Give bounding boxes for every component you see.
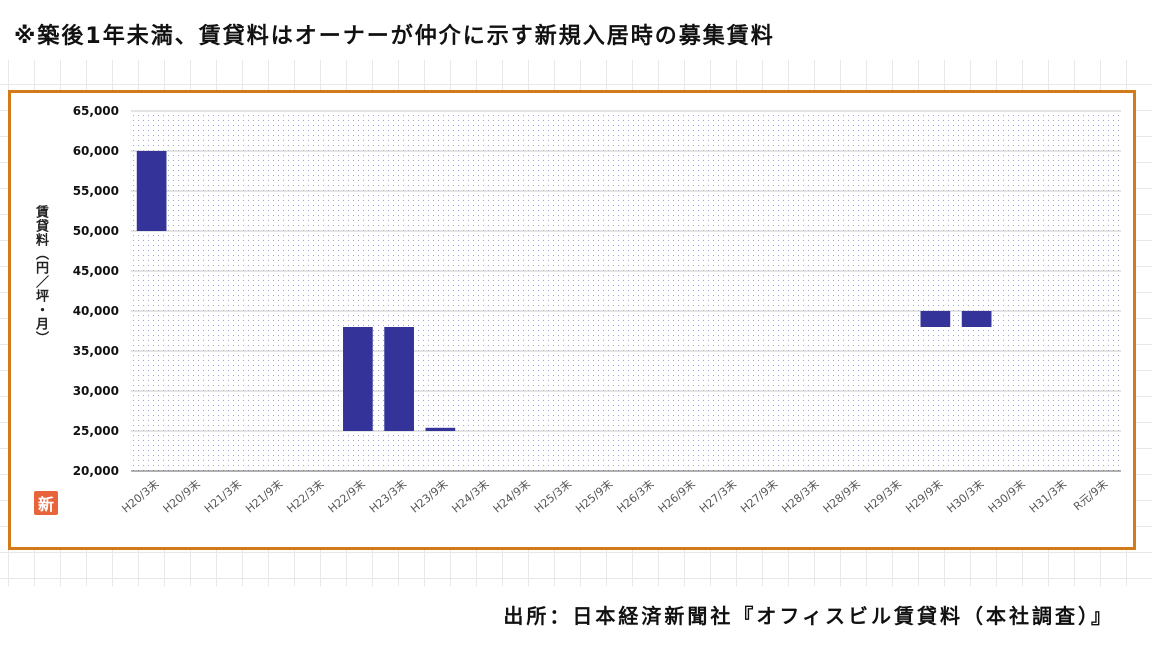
x-tick-label: R元/9末 <box>1070 477 1110 514</box>
x-tick-label: H27/3末 <box>696 477 739 516</box>
y-tick-label: 35,000 <box>73 344 119 358</box>
y-axis-label: 賃貸料（円／坪・月） <box>33 205 48 345</box>
y-tick-label: 40,000 <box>73 304 119 318</box>
y-tick-label: 60,000 <box>73 144 119 158</box>
x-tick-label: H26/3末 <box>614 477 657 516</box>
x-tick-label: H23/3末 <box>366 477 409 516</box>
chart-note: ※築後1年未満、賃貸料はオーナーが仲介に示す新規入居時の募集賃料 <box>14 24 775 49</box>
bar <box>343 327 373 431</box>
y-tick-label: 55,000 <box>73 184 119 198</box>
x-tick-label: H25/9末 <box>573 477 616 516</box>
x-tick-label: H20/3末 <box>119 477 162 516</box>
bar <box>384 327 414 431</box>
y-tick-label: 50,000 <box>73 224 119 238</box>
bar <box>920 311 951 327</box>
x-tick-label: H30/9末 <box>985 477 1028 516</box>
x-tick-label: H30/3末 <box>944 477 987 516</box>
chart-frame: 20,000 25,000 30,000 35,000 40,000 45,000 50,0… <box>8 90 1136 550</box>
gridlines <box>131 110 1121 472</box>
x-tick-label: H31/3末 <box>1026 477 1069 516</box>
chart-svg: 20,000 25,000 30,000 35,000 40,000 45,000 50,0… <box>73 104 1121 516</box>
bars <box>136 151 992 431</box>
x-tick-label: H28/9末 <box>820 477 863 516</box>
x-tick-label: H24/3末 <box>449 477 492 516</box>
footer-band <box>0 586 1152 648</box>
x-tick-label: H23/9末 <box>408 477 451 516</box>
y-tick-label: 30,000 <box>73 384 119 398</box>
y-tick-label: 25,000 <box>73 424 119 438</box>
y-tick-label: 65,000 <box>73 104 119 118</box>
bar <box>961 311 992 327</box>
x-tick-label: H22/3末 <box>284 477 327 516</box>
x-tick-label: H26/9末 <box>655 477 698 516</box>
x-tick-label: H29/3末 <box>861 477 904 516</box>
x-tick-label: H25/3末 <box>531 477 574 516</box>
y-tick-label: 45,000 <box>73 264 119 278</box>
x-tick-label: H22/9末 <box>325 477 368 516</box>
x-tick-label: H27/9末 <box>738 477 781 516</box>
y-tick-label: 20,000 <box>73 464 119 478</box>
y-axis-ticks: 20,000 25,000 30,000 35,000 40,000 45,000 50,0… <box>73 104 119 478</box>
source-citation: 出所：日本経済新聞社『オフィスビル賃貸料（本社調査）』 <box>503 604 1114 628</box>
x-tick-label: H21/3末 <box>201 477 244 516</box>
header-band <box>0 0 1152 60</box>
x-tick-label: H20/9末 <box>160 477 203 516</box>
x-tick-label: H21/9末 <box>243 477 286 516</box>
x-tick-label: H24/9末 <box>490 477 533 516</box>
x-tick-label: H28/3末 <box>779 477 822 516</box>
bar <box>136 151 167 231</box>
x-tick-label: H29/9末 <box>903 477 946 516</box>
plot-area <box>131 111 1121 471</box>
x-axis-ticks: H20/3末 H20/9末 H21/3末 H21/9末 H22/3末 H22/9末 H23/… <box>119 477 1110 516</box>
new-badge-icon: 新 <box>34 491 58 515</box>
bar <box>425 427 456 431</box>
